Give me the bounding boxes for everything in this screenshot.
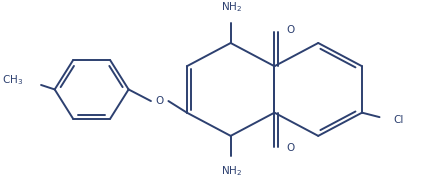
Text: Cl: Cl xyxy=(393,115,404,125)
Text: O: O xyxy=(286,143,294,153)
Text: O: O xyxy=(156,96,164,106)
Text: NH$_2$: NH$_2$ xyxy=(221,1,242,14)
Text: CH$_3$: CH$_3$ xyxy=(3,74,24,87)
Text: NH$_2$: NH$_2$ xyxy=(221,165,242,178)
Text: O: O xyxy=(286,25,294,35)
